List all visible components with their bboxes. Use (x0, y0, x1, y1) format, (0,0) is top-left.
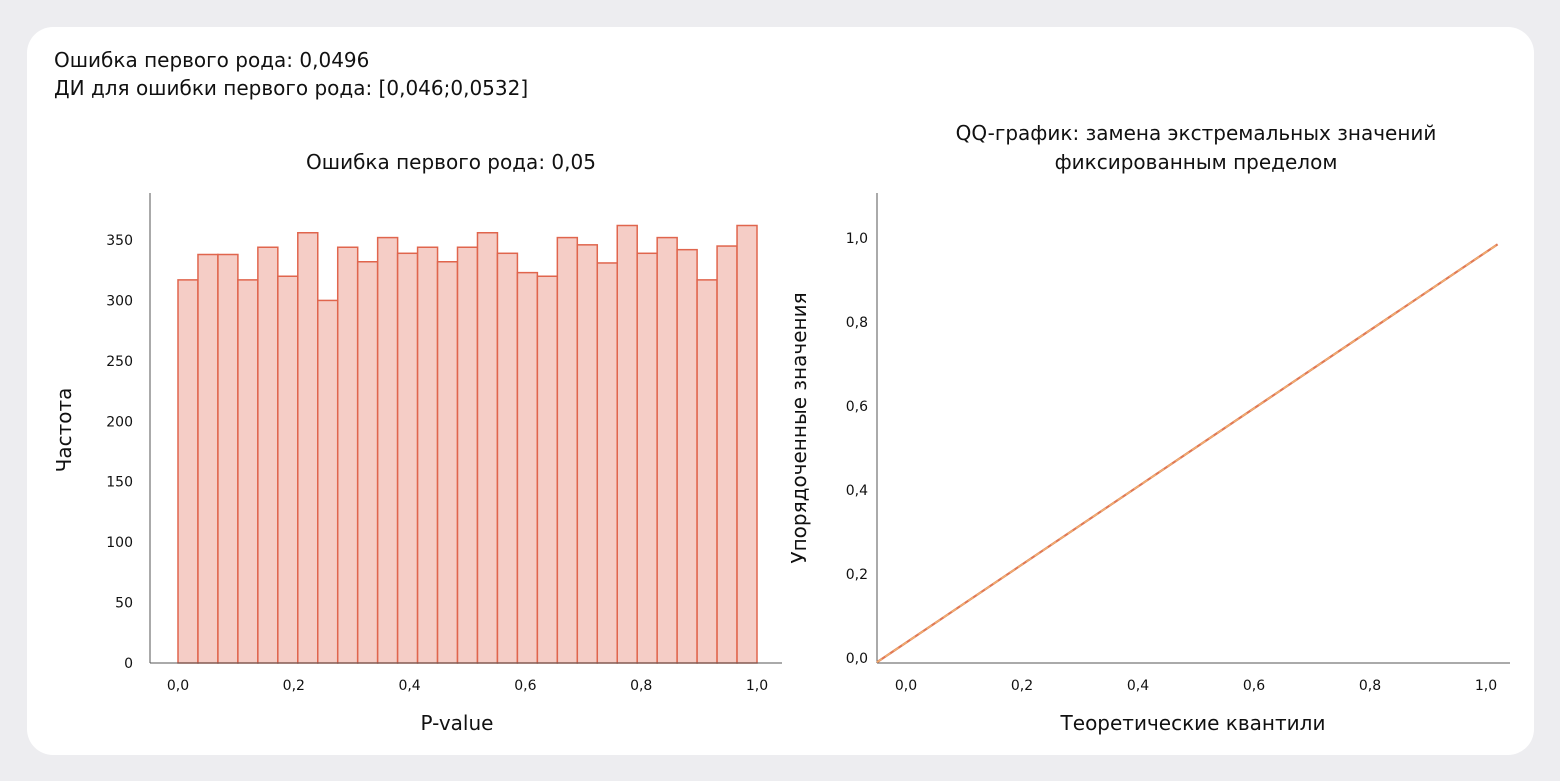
summary-block: Ошибка первого рода: 0,0496 ДИ для ошибк… (54, 46, 528, 102)
histogram-y-tick-label: 150 (106, 475, 133, 491)
qq-x-tick-label: 1,0 (1475, 678, 1497, 694)
histogram-x-tick-label: 0,0 (167, 678, 189, 694)
qq-y-tick-label: 0,0 (846, 651, 868, 667)
qq-y-tick-label: 1,0 (846, 231, 868, 247)
histogram-chart: Ошибка первого рода: 0,05 0 50 100 150 200 250… (52, 150, 782, 735)
histogram-x-tick-label: 0,2 (283, 678, 305, 694)
summary-confidence-interval: ДИ для ошибки первого рода: [0,046;0,053… (54, 76, 529, 100)
qq-x-tick-label: 0,0 (895, 678, 917, 694)
histogram-x-axis-label: P-value (421, 711, 494, 735)
histogram-y-tick-label: 200 (106, 414, 133, 430)
qq-title-line: фиксированным пределом (1055, 150, 1338, 174)
histogram-x-tick-label: 0,4 (398, 678, 420, 694)
histogram-y-tick-label: 100 (106, 535, 133, 551)
qq-x-tick-label: 0,6 (1243, 678, 1265, 694)
qq-x-tick-label: 0,2 (1011, 678, 1033, 694)
histogram-y-tick-label: 300 (106, 293, 133, 309)
histogram-y-tick-label: 350 (106, 233, 133, 249)
qq-y-tick-label: 0,2 (846, 567, 868, 583)
qq-y-tick-label: 0,4 (846, 483, 868, 499)
qq-reference-line (876, 243, 1498, 663)
qq-y-tick-label: 0,6 (846, 399, 868, 415)
qq-y-axis-label: Упорядоченные значения (787, 292, 811, 563)
histogram-x-tick-label: 0,6 (514, 678, 536, 694)
histogram-title: Ошибка первого рода: 0,05 (306, 150, 596, 174)
qq-title-line: QQ-график: замена экстремальных значений (956, 121, 1437, 145)
histogram-x-tick-label: 1,0 (746, 678, 768, 694)
histogram-y-tick-label: 0 (124, 656, 133, 672)
qq-x-tick-label: 0,8 (1359, 678, 1381, 694)
histogram-y-tick-label: 50 (115, 596, 133, 612)
histogram-x-tick-label: 0,8 (630, 678, 652, 694)
histogram-y-axis-label: Частота (52, 388, 76, 473)
histogram-y-tick-label: 250 (106, 354, 133, 370)
qq-y-tick-label: 0,8 (846, 315, 868, 331)
qq-x-tick-label: 0,4 (1127, 678, 1149, 694)
summary-type1-error: Ошибка первого рода: 0,0496 (54, 48, 370, 72)
qq-x-axis-label: Теоретические квантили (1060, 711, 1326, 735)
